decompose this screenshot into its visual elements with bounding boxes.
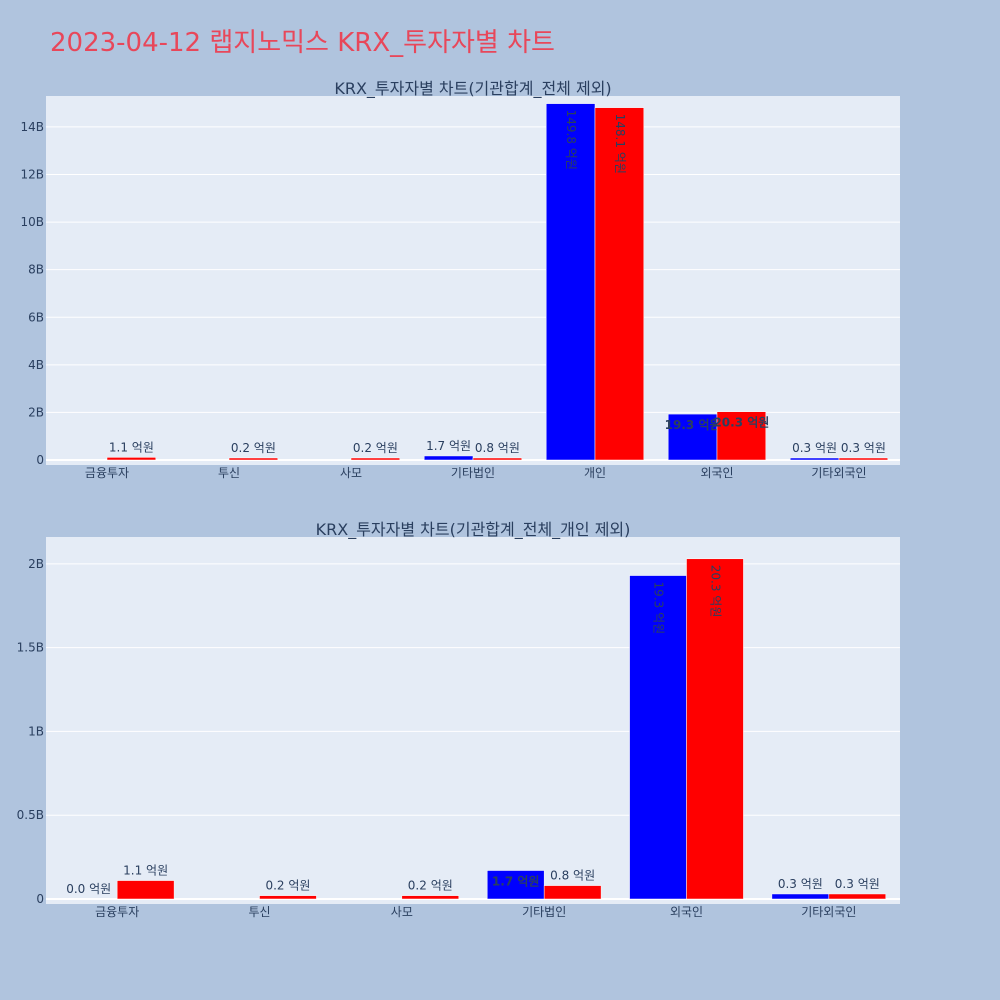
x-tick-label: 외국인 bbox=[700, 466, 733, 480]
bar bbox=[350, 457, 401, 461]
data-label: 0.3 억원 bbox=[792, 441, 837, 455]
y-tick-label: 2B bbox=[28, 405, 44, 419]
data-label: 20.3 억원 bbox=[708, 565, 722, 618]
data-label: 1.1 억원 bbox=[123, 864, 168, 878]
x-tick-label: 기타외국인 bbox=[801, 905, 856, 919]
data-label: 0.2 억원 bbox=[353, 441, 398, 455]
x-tick-label: 외국인 bbox=[670, 905, 703, 919]
bar bbox=[686, 558, 744, 900]
data-label: 1.7 억원 bbox=[492, 875, 540, 889]
bar bbox=[594, 107, 645, 461]
bar bbox=[716, 411, 767, 461]
y-tick-label: 0.5B bbox=[17, 808, 44, 822]
bar bbox=[486, 870, 545, 900]
plot-area bbox=[46, 96, 900, 465]
bar bbox=[423, 455, 474, 461]
chart-title: KRX_투자자별 차트(기관합계_전체 제외) bbox=[334, 79, 611, 99]
bar bbox=[401, 895, 460, 900]
y-tick-label: 12B bbox=[20, 168, 44, 182]
data-label: 0.8 억원 bbox=[550, 869, 595, 883]
bar bbox=[667, 413, 718, 461]
y-tick-label: 0 bbox=[36, 892, 44, 906]
y-tick-label: 14B bbox=[20, 120, 44, 134]
data-label: 1.7 억원 bbox=[426, 439, 471, 453]
data-label: 0.3 억원 bbox=[841, 441, 886, 455]
y-tick-label: 1B bbox=[28, 724, 44, 738]
y-tick-label: 2B bbox=[28, 557, 44, 571]
data-label: 0.3 억원 bbox=[778, 877, 823, 891]
plot-area bbox=[46, 537, 900, 904]
data-label: 0.2 억원 bbox=[408, 879, 453, 893]
x-tick-label: 투신 bbox=[248, 905, 270, 919]
chart-bottom: 0 0.5B 1B 1.5B 2B KRX_투자자별 차트(기관합계_전체_개인 제외) 금… bbox=[17, 520, 900, 919]
bar bbox=[116, 880, 175, 900]
x-tick-label: 기타법인 bbox=[451, 466, 495, 480]
x-tick-label: 금융투자 bbox=[85, 466, 129, 480]
y-tick-label: 0 bbox=[36, 453, 44, 467]
x-tick-label: 사모 bbox=[340, 466, 362, 480]
x-tick-label: 투신 bbox=[218, 466, 240, 480]
bar bbox=[828, 893, 887, 900]
bar bbox=[228, 457, 279, 461]
x-tick-label: 기타외국인 bbox=[811, 466, 866, 480]
data-label: 1.1 억원 bbox=[109, 440, 154, 454]
bar bbox=[106, 457, 157, 461]
y-tick-label: 1.5B bbox=[17, 641, 44, 655]
data-label: 0.2 억원 bbox=[231, 441, 276, 455]
bar bbox=[259, 895, 317, 900]
bar bbox=[543, 885, 602, 900]
data-label: 19.3 억원 bbox=[652, 582, 666, 635]
x-tick-label: 기타법인 bbox=[522, 905, 566, 919]
data-label: 149.8 억원 bbox=[564, 110, 578, 170]
y-tick-label: 10B bbox=[20, 215, 44, 229]
data-label: 148.1 억원 bbox=[613, 114, 627, 174]
y-tick-label: 8B bbox=[28, 263, 44, 277]
bar bbox=[838, 457, 889, 461]
data-label: 20.3 억원 bbox=[713, 416, 769, 430]
page-title: 2023-04-12 랩지노믹스 KRX_투자자별 차트 bbox=[50, 28, 555, 58]
data-label: 19.3 억원 bbox=[665, 418, 721, 432]
bar bbox=[472, 457, 523, 461]
x-tick-label: 개인 bbox=[584, 466, 606, 480]
x-tick-label: 금융투자 bbox=[95, 905, 139, 919]
chart-top: 0 2B 4B 6B 8B 10B 12B 14B KRX_투자자별 차트(기관합계_전체 제외… bbox=[20, 79, 900, 480]
bar bbox=[545, 103, 596, 461]
bar bbox=[789, 457, 840, 461]
x-tick-label: 사모 bbox=[391, 905, 413, 919]
data-label: 0.8 억원 bbox=[475, 441, 520, 455]
chart-title: KRX_투자자별 차트(기관합계_전체_개인 제외) bbox=[316, 520, 631, 540]
bar bbox=[771, 893, 830, 900]
bar bbox=[629, 575, 687, 900]
data-label: 0.0 억원 bbox=[66, 882, 111, 896]
y-tick-label: 4B bbox=[28, 358, 44, 372]
data-label: 0.2 억원 bbox=[265, 879, 310, 893]
data-label: 0.3 억원 bbox=[835, 877, 880, 891]
y-tick-label: 6B bbox=[28, 310, 44, 324]
